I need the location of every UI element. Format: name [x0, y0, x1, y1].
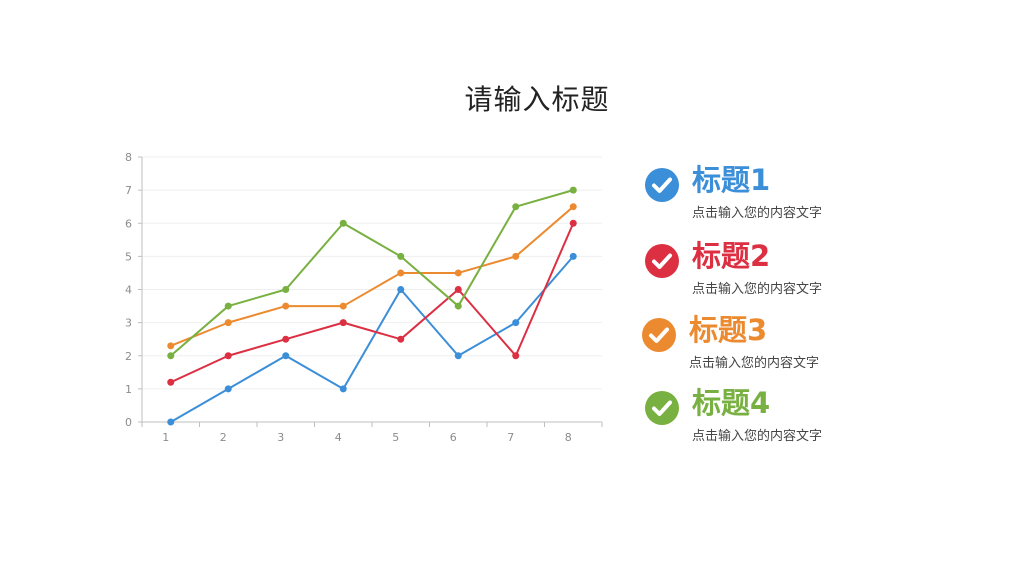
data-point [512, 203, 520, 211]
data-point [339, 302, 347, 310]
data-point [282, 302, 290, 310]
series-line-3 [170, 205, 574, 347]
y-tick-label: 1 [125, 383, 132, 396]
series-line-1 [170, 255, 575, 423]
check-circle-icon [642, 318, 676, 352]
check-circle-icon [645, 244, 679, 278]
data-point [454, 302, 462, 310]
y-tick-label: 3 [125, 317, 132, 330]
data-point [454, 269, 462, 277]
data-point [282, 352, 290, 360]
legend-desc: 点击输入您的内容文字 [689, 356, 820, 371]
data-point [397, 269, 405, 277]
data-point [167, 418, 175, 426]
legend-title: 标题3 [689, 313, 768, 347]
data-point [397, 335, 405, 343]
data-point [339, 385, 347, 393]
legend-title: 标题1 [692, 163, 771, 197]
x-tick-label: 8 [565, 431, 572, 444]
data-point [339, 319, 347, 327]
y-tick-label: 6 [125, 217, 132, 230]
data-point [224, 352, 232, 360]
page-title: 请输入标题 [464, 83, 610, 116]
data-point [339, 219, 347, 227]
data-point [224, 385, 232, 393]
data-point [224, 319, 232, 327]
data-point [167, 378, 175, 386]
y-tick-label: 2 [125, 350, 132, 363]
data-point [512, 352, 520, 360]
data-point [569, 186, 577, 194]
data-point [569, 252, 577, 260]
y-tick-label: 5 [125, 250, 132, 263]
legend-desc: 点击输入您的内容文字 [692, 429, 823, 444]
data-point [397, 286, 405, 293]
data-point [167, 342, 175, 350]
legend-item-4[interactable]: 标题4 点击输入您的内容文字 [644, 386, 904, 448]
data-point [282, 335, 290, 343]
x-tick-label: 2 [220, 431, 227, 444]
data-point [569, 219, 577, 227]
data-point [512, 252, 520, 260]
legend-item-1[interactable]: 标题1 点击输入您的内容文字 [644, 163, 904, 225]
data-point [512, 319, 520, 327]
data-point [224, 302, 232, 310]
check-circle-icon [645, 168, 679, 202]
check-circle-icon [645, 391, 679, 425]
series-line-2 [170, 222, 575, 384]
x-tick-label: 5 [392, 431, 399, 444]
data-point [397, 252, 405, 260]
legend-item-3[interactable]: 标题3 点击输入您的内容文字 [641, 313, 901, 375]
y-tick-label: 7 [125, 184, 132, 197]
y-tick-label: 8 [125, 151, 132, 164]
legend-title: 标题4 [692, 386, 771, 420]
x-tick-label: 3 [277, 431, 284, 444]
data-point [167, 352, 175, 360]
data-point [454, 352, 462, 360]
series-line-4 [170, 189, 574, 357]
x-tick-label: 7 [507, 431, 514, 444]
x-tick-label: 1 [162, 431, 169, 444]
legend-item-2[interactable]: 标题2 点击输入您的内容文字 [644, 239, 904, 301]
legend-title: 标题2 [692, 239, 771, 273]
data-point [569, 203, 577, 211]
data-point [282, 286, 290, 293]
data-point [454, 286, 462, 293]
legend-desc: 点击输入您的内容文字 [692, 282, 823, 297]
y-tick-label: 0 [125, 416, 132, 429]
legend-desc: 点击输入您的内容文字 [692, 206, 823, 221]
y-tick-label: 4 [125, 284, 132, 297]
x-tick-label: 6 [450, 431, 457, 444]
x-tick-label: 4 [335, 431, 342, 444]
